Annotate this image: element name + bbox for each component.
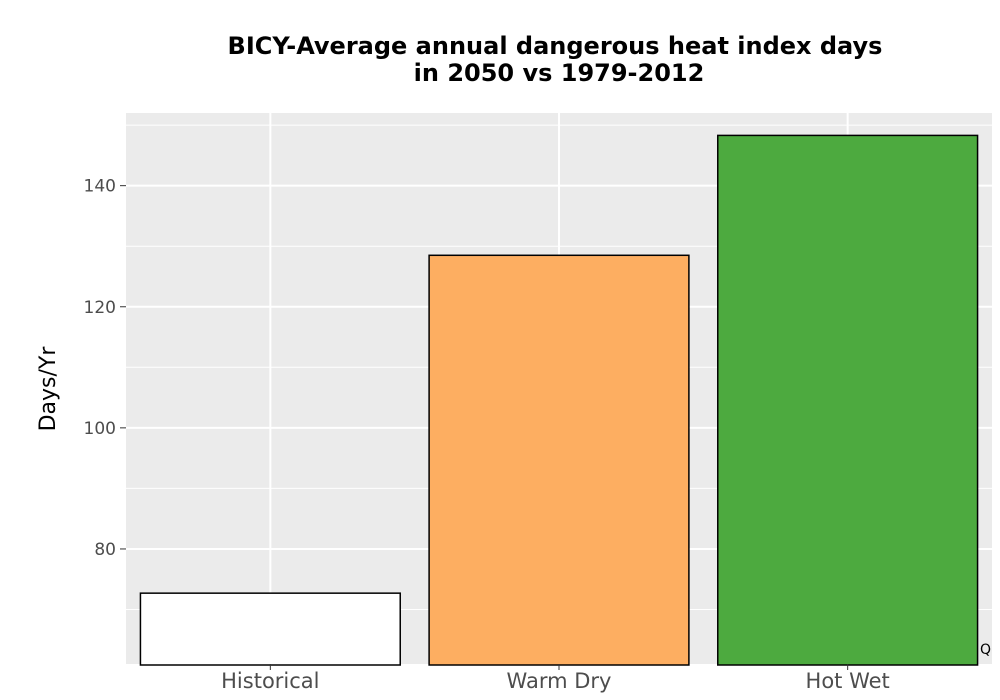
y-tick-label: 120 [84, 298, 116, 318]
x-tick-label: Hot Wet [806, 669, 890, 693]
y-axis-title: Days/Yr [36, 346, 61, 432]
corner-mark: Q [980, 642, 991, 658]
bar-hot-wet [717, 134, 979, 666]
x-tick-label: Warm Dry [507, 669, 612, 693]
bars [139, 134, 979, 666]
y-axis-ticks: 80 100 120 140 [84, 177, 126, 560]
y-tick-label: 100 [84, 419, 116, 439]
y-tick-label: 80 [94, 540, 116, 560]
bar-historical [139, 592, 401, 666]
x-tick-label: Historical [221, 669, 319, 693]
bar-warm-dry [428, 254, 690, 666]
x-axis-labels: Historical Warm Dry Hot Wet [221, 664, 890, 693]
chart-title-line-2: in 2050 vs 1979-2012 [414, 59, 705, 87]
y-tick-label: 140 [84, 177, 116, 197]
chart-title-line-1: BICY-Average annual dangerous heat index… [228, 32, 883, 60]
